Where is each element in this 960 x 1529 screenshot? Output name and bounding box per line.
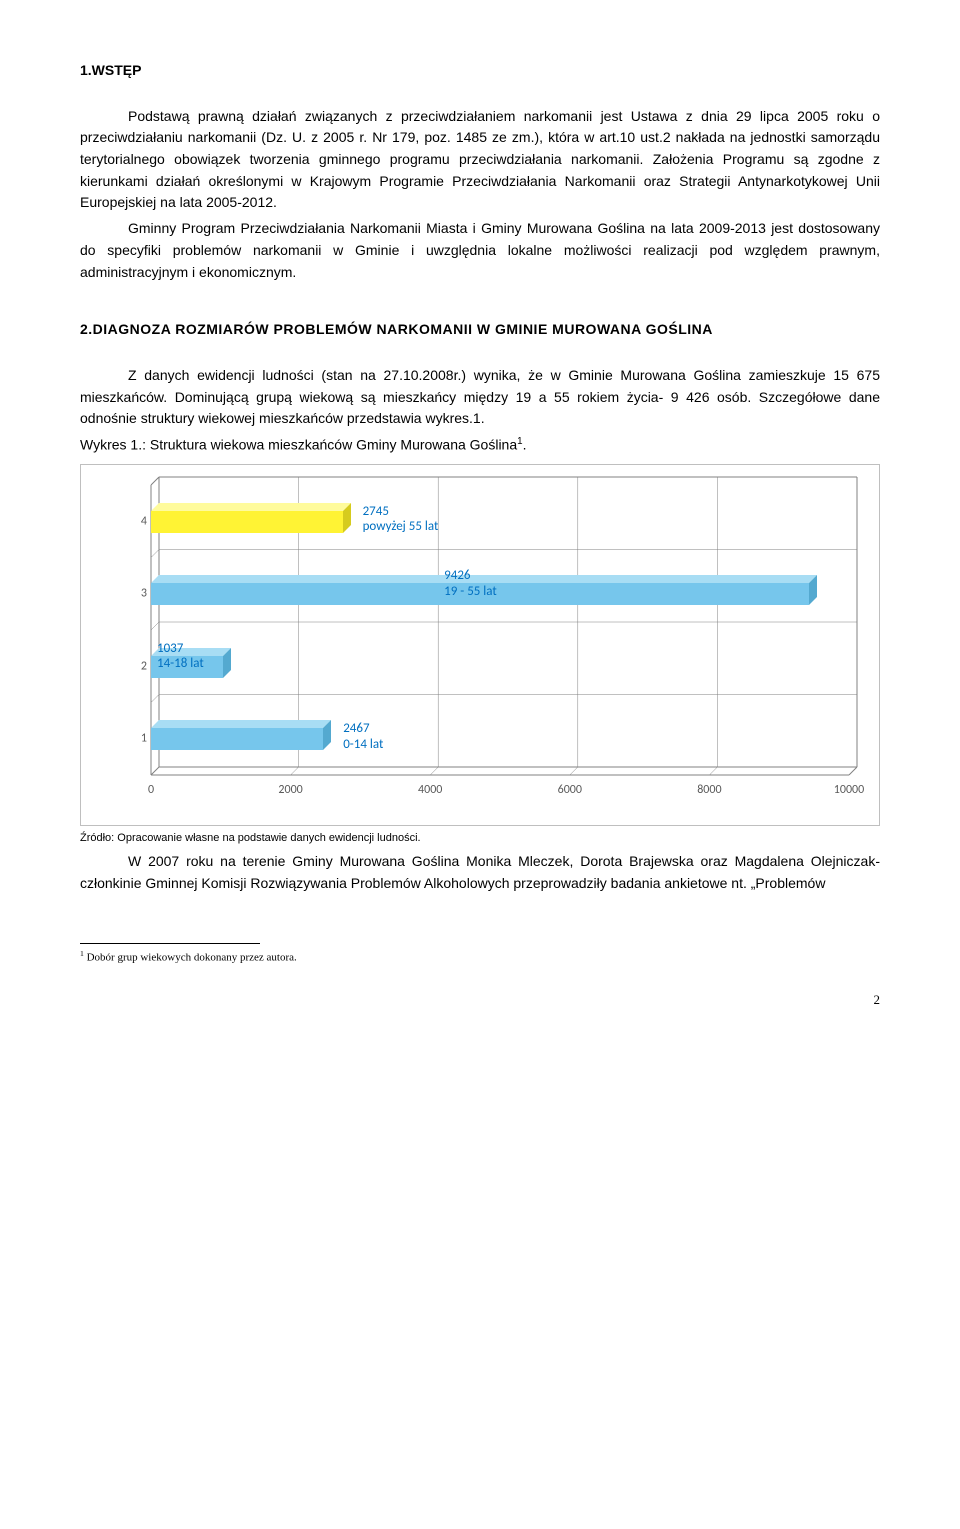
y-tick-label: 4 [117, 512, 147, 531]
x-tick-label: 6000 [558, 781, 582, 800]
paragraph-1: Podstawą prawną działań związanych z prz… [80, 106, 880, 214]
x-tick-label: 0 [148, 781, 154, 800]
page-number: 2 [80, 990, 880, 1010]
footnote-text: Dobór grup wiekowych dokonany przez auto… [87, 951, 297, 963]
paragraph-4: W 2007 roku na terenie Gminy Murowana Go… [80, 851, 880, 894]
chart-bar-label: 24670-14 lat [343, 721, 383, 752]
footnote-number: 1 [80, 949, 84, 958]
y-tick-label: 2 [117, 657, 147, 676]
age-structure-chart: 0 2000 4000 6000 8000 10000 1 2 3 4 24670-14 lat 10… [80, 464, 880, 826]
chart-bar-label: 2745powyżej 55 lat [363, 504, 439, 535]
section-1-heading: 1.WSTĘP [80, 60, 880, 82]
y-tick-label: 1 [117, 730, 147, 749]
footnote-separator [80, 943, 260, 944]
paragraph-3: Z danych ewidencji ludności (stan na 27.… [80, 365, 880, 430]
chart-caption-text: Wykres 1.: Struktura wiekowa mieszkańców… [80, 437, 517, 453]
y-tick-label: 3 [117, 585, 147, 604]
paragraph-3b: Dominującą grupą wiekową są mieszkańcy m… [80, 389, 880, 427]
paragraph-2: Gminny Program Przeciwdziałania Narkoman… [80, 218, 880, 283]
x-tick-label: 8000 [697, 781, 721, 800]
chart-bar-label: 942619 - 55 lat [444, 568, 497, 599]
x-tick-label: 4000 [418, 781, 442, 800]
section-2-heading: 2.DIAGNOZA ROZMIARÓW PROBLEMÓW NARKOMANI… [80, 319, 880, 341]
chart-bar-label: 103714-18 lat [157, 641, 204, 672]
chart-caption: Wykres 1.: Struktura wiekowa mieszkańców… [80, 434, 880, 456]
x-tick-label: 2000 [278, 781, 302, 800]
chart-bar [151, 720, 323, 750]
chart-caption-dot: . [523, 437, 527, 453]
x-tick-label: 10000 [834, 781, 864, 800]
chart-bar [151, 503, 343, 533]
footnote-1: 1 Dobór grup wiekowych dokonany przez au… [80, 948, 880, 967]
chart-source: Źródło: Opracowanie własne na podstawie … [80, 830, 880, 847]
